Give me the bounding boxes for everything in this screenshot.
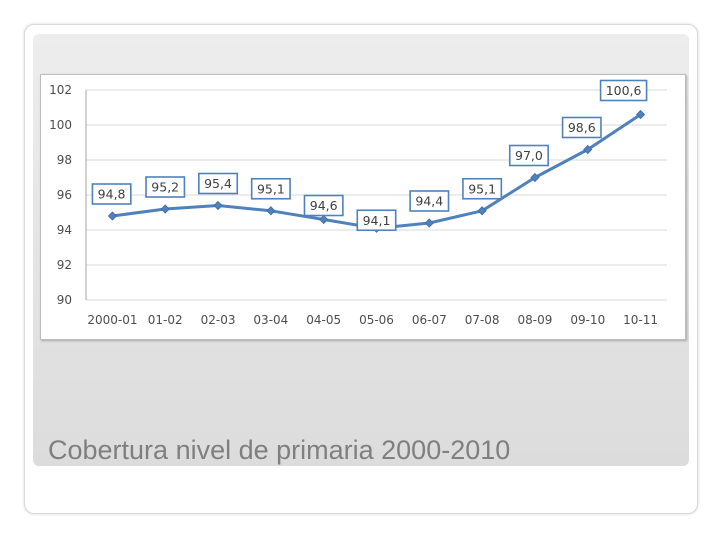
y-tick-label: 90: [57, 293, 72, 307]
data-label-box: [198, 172, 239, 195]
x-tick-label: 09-10: [570, 313, 605, 327]
y-tick-label: 98: [57, 153, 72, 167]
y-tick-label: 96: [57, 188, 72, 202]
data-point-marker: [636, 109, 646, 120]
data-label-box: [356, 209, 397, 232]
x-tick-label: 08-09: [518, 313, 553, 327]
slide-title: Cobertura nivel de primaria 2000-2010: [48, 435, 511, 465]
y-tick-label: 92: [57, 258, 72, 272]
x-tick-label: 01-02: [148, 313, 183, 327]
data-label-box: [409, 190, 450, 212]
data-label: 94,6: [310, 198, 338, 213]
y-tick-label: 100: [49, 118, 72, 132]
data-label: 94,1: [363, 213, 391, 228]
data-point-marker: [319, 214, 329, 225]
data-labels: 94,8 95,2 95,4 95,1 94,6 94,1 94,4 95,1 97,0 98,6…: [91, 79, 648, 232]
data-label-box: [599, 79, 648, 102]
data-label: 95,1: [468, 181, 496, 196]
data-point-marker: [213, 200, 223, 211]
x-tick-label: 03-04: [253, 313, 288, 327]
data-point-marker: [530, 172, 540, 183]
data-label: 100,6: [606, 83, 642, 98]
data-point-marker: [107, 211, 117, 221]
data-label-box: [508, 144, 549, 167]
data-label-box: [561, 116, 602, 139]
x-tick-label: 02-03: [201, 313, 236, 327]
data-label: 94,4: [415, 194, 443, 209]
data-label-box: [145, 176, 186, 198]
x-tick-label: 07-08: [465, 313, 500, 327]
axes: 90 92 94 96 98 100 102 2000-01 01-02 02-03 03-04 04…: [49, 83, 658, 327]
data-point-marker: [266, 206, 276, 216]
data-point-marker: [477, 206, 487, 216]
x-tick-label: 05-06: [359, 313, 394, 327]
data-point-marker: [424, 218, 434, 228]
data-label-box: [303, 194, 344, 217]
y-tick-label: 102: [49, 83, 72, 97]
data-label: 94,8: [98, 187, 126, 202]
line-chart: 90 92 94 96 98 100 102 2000-01 01-02 02-03 03-04 04…: [49, 79, 667, 327]
x-tick-label: 2000-01: [87, 313, 137, 327]
data-point-marker: [583, 144, 593, 155]
y-tick-label: 94: [57, 223, 72, 237]
data-label: 97,0: [515, 148, 543, 163]
x-tick-label: 04-05: [306, 313, 341, 327]
data-label-box: [250, 177, 291, 200]
x-tick-label: 06-07: [412, 313, 447, 327]
x-tick-label: 10-11: [623, 313, 658, 327]
data-label: 95,1: [257, 181, 285, 196]
data-label-box: [462, 177, 503, 200]
data-label: 98,6: [568, 120, 596, 135]
data-label: 95,4: [204, 176, 232, 191]
data-label: 95,2: [151, 180, 179, 195]
data-label-box: [91, 183, 132, 205]
data-point-marker: [160, 204, 170, 214]
